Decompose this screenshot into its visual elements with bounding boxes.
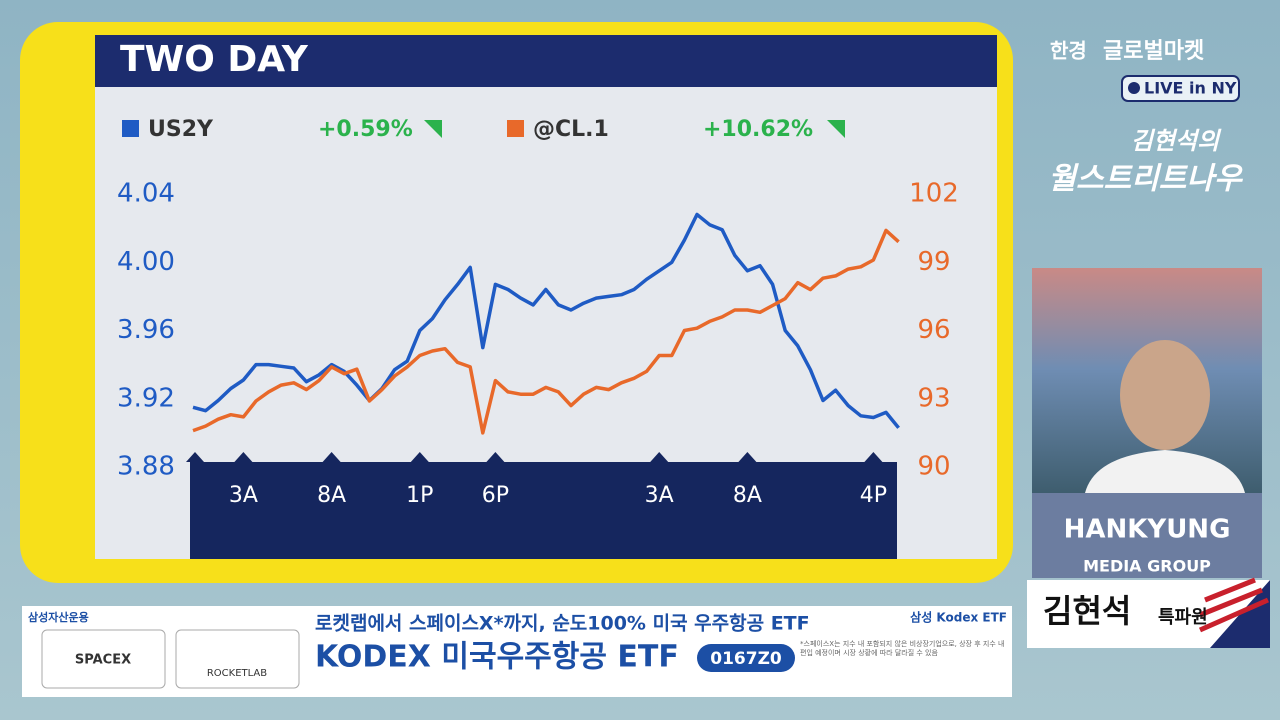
reporter-title: 특파원 [1158,607,1208,628]
x-tick-label: 1P [406,483,433,508]
company-box [1032,493,1262,578]
show-title: 월스트리트나우 [1048,162,1244,197]
ad-code: 0167Z0 [710,649,782,669]
x-tick-notch [486,452,505,462]
legend-change: +10.62% [703,117,813,142]
flag-stripes [1198,577,1270,633]
series-line [192,212,900,429]
x-tick-label: 3A [229,483,258,508]
program: 글로벌마켓 [1103,39,1204,64]
x-tick-label: 4P [860,483,887,508]
live-text: LIVE in NY [1144,79,1237,98]
y-tick-label: 102 [909,179,959,209]
chart-title: TWO DAY [120,39,309,80]
ad-code-badge [697,644,795,672]
x-tick-notch [738,452,757,462]
x-tick-label: 6P [482,483,509,508]
ad-sponsor: 삼성자산운용 [28,610,89,624]
ad-logo: ROCKETLAB [207,668,267,679]
presenter-shirt [1085,450,1245,493]
company-sub: MEDIA GROUP [1083,557,1211,576]
x-axis-band [190,462,897,559]
brand: 한경 [1050,39,1087,63]
legend-swatch [507,120,524,137]
y-tick-label: 3.92 [117,383,175,413]
live-badge [1121,75,1240,102]
y-tick-label: 3.88 [117,452,175,482]
x-tick-label: 8A [733,483,762,508]
ad-logo-box [175,629,300,689]
legend-change: +0.59% [318,117,413,142]
x-tick-notch [322,452,341,462]
ad-note: *스페이스X는 지수 내 포함되지 않은 비상장기업으로, 상장 후 지수 내 … [800,640,1005,657]
live-dot [1128,82,1140,94]
ad-product: KODEX 미국우주항공 ETF [315,640,679,675]
ad-note-box: *스페이스X는 지수 내 포함되지 않은 비상장기업으로, 상장 후 지수 내 … [800,640,1005,657]
legend-arrow [424,120,442,138]
y-tick-label: 3.96 [117,315,175,345]
series-line [192,228,900,435]
company: HANKYUNG [1064,515,1231,545]
ad-logo: SPACEX [75,653,131,668]
ad-headline: 로켓랩에서 스페이스X*까지, 순도100% 미국 우주항공 ETF [315,613,810,635]
legend-swatch [122,120,139,137]
presenter [1120,340,1210,450]
y-tick-label: 93 [917,383,950,413]
x-tick-notch [410,452,429,462]
y-tick-label: 4.00 [117,247,175,277]
y-tick-label: 4.04 [117,179,175,209]
legend-arrow [827,120,845,138]
ad-brand: 삼성 Kodex ETF [910,610,1007,625]
legend-label: US2Y [148,117,214,142]
y-tick-label: 99 [917,247,950,277]
x-tick-notch [864,452,883,462]
x-tick-notch [234,452,253,462]
ad-logo-box [41,629,166,689]
legend-label: @CL.1 [533,117,609,142]
x-tick-label: 3A [645,483,674,508]
x-tick-notch [186,452,204,462]
x-tick-label: 8A [317,483,346,508]
chart-header [95,35,997,87]
y-tick-label: 90 [917,452,950,482]
x-tick-notch [650,452,669,462]
reporter: 김현석 [1043,592,1131,630]
show-title: 김현석의 [1131,127,1222,155]
y-tick-label: 96 [917,315,950,345]
